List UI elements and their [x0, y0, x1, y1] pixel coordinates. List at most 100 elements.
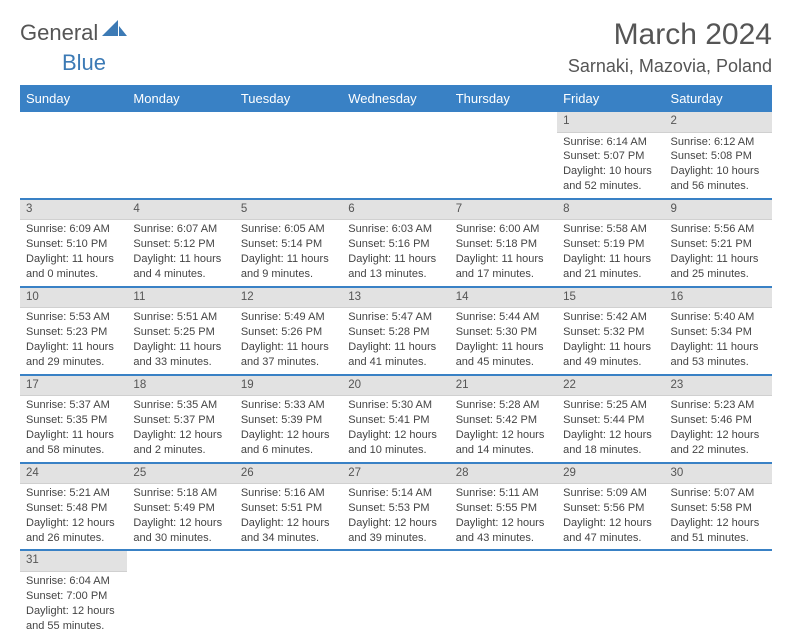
sunset-line: Sunset: 5:08 PM	[671, 149, 766, 164]
daylight-line: and 25 minutes.	[671, 267, 766, 282]
daylight-line: and 37 minutes.	[241, 355, 336, 370]
daylight-line: Daylight: 11 hours	[26, 252, 121, 267]
day-body: Sunrise: 5:37 AMSunset: 5:35 PMDaylight:…	[20, 396, 127, 461]
day-cell: 20Sunrise: 5:30 AMSunset: 5:41 PMDayligh…	[342, 375, 449, 463]
day-cell: 11Sunrise: 5:51 AMSunset: 5:25 PMDayligh…	[127, 287, 234, 375]
sunset-line: Sunset: 5:58 PM	[671, 501, 766, 516]
sunrise-line: Sunrise: 6:00 AM	[456, 222, 551, 237]
day-number: 27	[342, 464, 449, 485]
day-cell: 22Sunrise: 5:25 AMSunset: 5:44 PMDayligh…	[557, 375, 664, 463]
day-cell: 6Sunrise: 6:03 AMSunset: 5:16 PMDaylight…	[342, 199, 449, 287]
calendar-header-row: SundayMondayTuesdayWednesdayThursdayFrid…	[20, 85, 772, 112]
day-cell: 8Sunrise: 5:58 AMSunset: 5:19 PMDaylight…	[557, 199, 664, 287]
sunrise-line: Sunrise: 6:05 AM	[241, 222, 336, 237]
sunrise-line: Sunrise: 5:49 AM	[241, 310, 336, 325]
empty-cell	[342, 550, 449, 637]
empty-cell	[127, 112, 234, 199]
day-cell: 13Sunrise: 5:47 AMSunset: 5:28 PMDayligh…	[342, 287, 449, 375]
daylight-line: and 6 minutes.	[241, 443, 336, 458]
daylight-line: Daylight: 11 hours	[241, 340, 336, 355]
sunset-line: Sunset: 5:25 PM	[133, 325, 228, 340]
sunset-line: Sunset: 5:12 PM	[133, 237, 228, 252]
daylight-line: and 10 minutes.	[348, 443, 443, 458]
daylight-line: Daylight: 12 hours	[348, 516, 443, 531]
sunset-line: Sunset: 5:32 PM	[563, 325, 658, 340]
empty-cell	[665, 550, 772, 637]
sunset-line: Sunset: 5:51 PM	[241, 501, 336, 516]
sunrise-line: Sunrise: 5:14 AM	[348, 486, 443, 501]
page-title: March 2024	[568, 18, 772, 52]
daylight-line: and 55 minutes.	[26, 619, 121, 634]
daylight-line: and 53 minutes.	[671, 355, 766, 370]
sunset-line: Sunset: 5:44 PM	[563, 413, 658, 428]
week-row: 1Sunrise: 6:14 AMSunset: 5:07 PMDaylight…	[20, 112, 772, 199]
daylight-line: Daylight: 12 hours	[133, 428, 228, 443]
logo-word-general: General	[20, 20, 98, 45]
sunset-line: Sunset: 5:42 PM	[456, 413, 551, 428]
week-row: 31Sunrise: 6:04 AMSunset: 7:00 PMDayligh…	[20, 550, 772, 637]
sunrise-line: Sunrise: 6:09 AM	[26, 222, 121, 237]
day-number: 18	[127, 376, 234, 397]
day-cell: 25Sunrise: 5:18 AMSunset: 5:49 PMDayligh…	[127, 463, 234, 551]
day-header: Monday	[127, 85, 234, 112]
day-body: Sunrise: 5:28 AMSunset: 5:42 PMDaylight:…	[450, 396, 557, 461]
day-body: Sunrise: 5:09 AMSunset: 5:56 PMDaylight:…	[557, 484, 664, 549]
daylight-line: and 9 minutes.	[241, 267, 336, 282]
sunset-line: Sunset: 5:55 PM	[456, 501, 551, 516]
daylight-line: and 58 minutes.	[26, 443, 121, 458]
empty-cell	[235, 112, 342, 199]
day-cell: 19Sunrise: 5:33 AMSunset: 5:39 PMDayligh…	[235, 375, 342, 463]
week-row: 24Sunrise: 5:21 AMSunset: 5:48 PMDayligh…	[20, 463, 772, 551]
sunrise-line: Sunrise: 6:14 AM	[563, 135, 658, 150]
sunrise-line: Sunrise: 5:58 AM	[563, 222, 658, 237]
daylight-line: Daylight: 12 hours	[241, 428, 336, 443]
day-cell: 24Sunrise: 5:21 AMSunset: 5:48 PMDayligh…	[20, 463, 127, 551]
day-cell: 18Sunrise: 5:35 AMSunset: 5:37 PMDayligh…	[127, 375, 234, 463]
daylight-line: Daylight: 12 hours	[26, 516, 121, 531]
day-number: 4	[127, 200, 234, 221]
day-body: Sunrise: 5:23 AMSunset: 5:46 PMDaylight:…	[665, 396, 772, 461]
title-block: March 2024 Sarnaki, Mazovia, Poland	[568, 18, 772, 77]
sunrise-line: Sunrise: 5:51 AM	[133, 310, 228, 325]
day-number: 17	[20, 376, 127, 397]
daylight-line: and 47 minutes.	[563, 531, 658, 546]
sunset-line: Sunset: 5:18 PM	[456, 237, 551, 252]
daylight-line: Daylight: 12 hours	[456, 428, 551, 443]
daylight-line: and 56 minutes.	[671, 179, 766, 194]
day-number: 25	[127, 464, 234, 485]
logo-word-blue: Blue	[62, 50, 106, 75]
daylight-line: Daylight: 11 hours	[456, 340, 551, 355]
day-body: Sunrise: 5:44 AMSunset: 5:30 PMDaylight:…	[450, 308, 557, 373]
day-number: 10	[20, 288, 127, 309]
daylight-line: Daylight: 11 hours	[133, 340, 228, 355]
day-body: Sunrise: 5:51 AMSunset: 5:25 PMDaylight:…	[127, 308, 234, 373]
daylight-line: and 18 minutes.	[563, 443, 658, 458]
day-body: Sunrise: 5:16 AMSunset: 5:51 PMDaylight:…	[235, 484, 342, 549]
daylight-line: Daylight: 11 hours	[563, 252, 658, 267]
logo: General Blue	[20, 18, 128, 76]
logo-sail-icon	[102, 18, 128, 44]
day-number: 2	[665, 112, 772, 133]
sunrise-line: Sunrise: 6:04 AM	[26, 574, 121, 589]
day-number: 3	[20, 200, 127, 221]
empty-cell	[450, 550, 557, 637]
day-header: Friday	[557, 85, 664, 112]
day-cell: 23Sunrise: 5:23 AMSunset: 5:46 PMDayligh…	[665, 375, 772, 463]
daylight-line: Daylight: 11 hours	[671, 340, 766, 355]
sunset-line: Sunset: 5:21 PM	[671, 237, 766, 252]
daylight-line: Daylight: 12 hours	[563, 516, 658, 531]
daylight-line: Daylight: 11 hours	[26, 428, 121, 443]
day-number: 9	[665, 200, 772, 221]
day-number: 15	[557, 288, 664, 309]
day-body: Sunrise: 5:11 AMSunset: 5:55 PMDaylight:…	[450, 484, 557, 549]
day-number: 1	[557, 112, 664, 133]
sunrise-line: Sunrise: 5:37 AM	[26, 398, 121, 413]
sunrise-line: Sunrise: 5:11 AM	[456, 486, 551, 501]
day-body: Sunrise: 5:14 AMSunset: 5:53 PMDaylight:…	[342, 484, 449, 549]
daylight-line: and 30 minutes.	[133, 531, 228, 546]
daylight-line: Daylight: 11 hours	[563, 340, 658, 355]
sunset-line: Sunset: 5:28 PM	[348, 325, 443, 340]
day-body: Sunrise: 5:40 AMSunset: 5:34 PMDaylight:…	[665, 308, 772, 373]
day-number: 23	[665, 376, 772, 397]
empty-cell	[127, 550, 234, 637]
